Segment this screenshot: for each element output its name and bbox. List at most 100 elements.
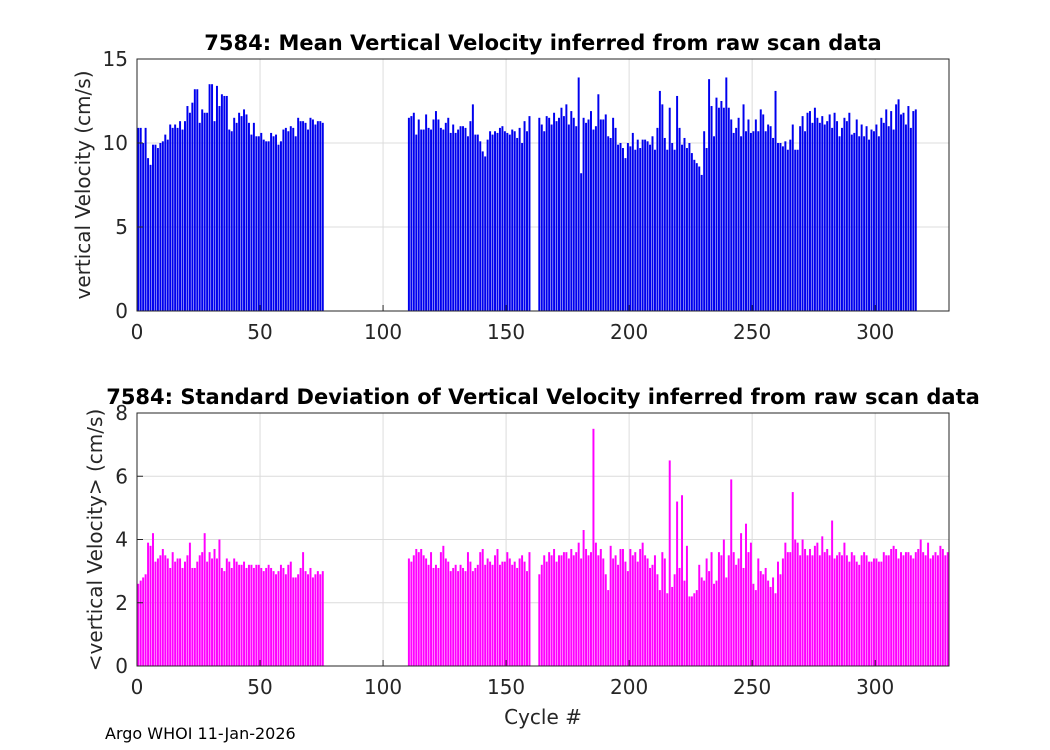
std-velocity-bar bbox=[555, 561, 558, 666]
std-velocity-bar bbox=[284, 574, 287, 666]
mean-velocity-bar bbox=[422, 129, 425, 311]
mean-velocity-axes-box bbox=[136, 58, 950, 312]
mean-velocity-bar bbox=[727, 107, 730, 311]
mean-velocity-bar bbox=[427, 127, 430, 311]
std-velocity-bar bbox=[444, 558, 447, 666]
mean-velocity-bar bbox=[553, 112, 556, 311]
std-velocity-bar bbox=[228, 561, 231, 666]
mean-velocity-bar bbox=[206, 112, 209, 311]
std-velocity-bar bbox=[427, 564, 430, 666]
mean-velocity-bar bbox=[462, 126, 465, 311]
mean-velocity-bar bbox=[562, 116, 565, 312]
std-velocity-bar bbox=[777, 561, 779, 666]
mean-velocity-bar bbox=[774, 90, 777, 311]
std-velocity-bar bbox=[914, 552, 917, 666]
std-velocity-bar bbox=[752, 583, 755, 666]
mean-velocity-bar bbox=[582, 117, 585, 311]
std-velocity-bar bbox=[666, 593, 669, 666]
std-velocity-bar bbox=[498, 564, 501, 666]
mean-velocity-bar bbox=[912, 111, 915, 311]
std-velocity-bar bbox=[892, 545, 895, 666]
std-velocity-bar bbox=[614, 555, 617, 666]
std-velocity-bar bbox=[543, 555, 546, 666]
mean-velocity-bar bbox=[594, 126, 597, 311]
std-velocity-bar bbox=[619, 548, 622, 666]
std-velocity-bar bbox=[789, 552, 792, 666]
mean-velocity-bar bbox=[183, 121, 186, 311]
std-velocity-bar bbox=[206, 561, 209, 666]
mean-velocity-bar bbox=[587, 119, 590, 311]
std-velocity-bar bbox=[302, 552, 305, 666]
std-velocity-bar bbox=[307, 574, 309, 666]
std-velocity-bar bbox=[705, 558, 708, 666]
std-velocity-bar bbox=[243, 561, 246, 666]
mean-velocity-bar bbox=[658, 90, 661, 311]
mean-velocity-bar bbox=[649, 144, 652, 311]
std-velocity-bar bbox=[885, 555, 888, 666]
mean-velocity-bar bbox=[284, 127, 287, 311]
mean-velocity-title: 7584: Mean Vertical Velocity inferred fr… bbox=[204, 31, 881, 55]
mean-velocity-bar bbox=[508, 134, 511, 311]
mean-velocity-bar bbox=[678, 127, 681, 311]
std-velocity-bar bbox=[624, 561, 627, 666]
mean-velocity-bar bbox=[307, 129, 309, 311]
std-velocity-bar bbox=[245, 567, 248, 666]
mean-velocity-bar bbox=[676, 95, 679, 312]
mean-velocity-bar bbox=[843, 117, 846, 311]
mean-velocity-bar bbox=[722, 107, 725, 311]
mean-velocity-ytick-label: 5 bbox=[115, 215, 128, 239]
std-velocity-bar bbox=[240, 564, 243, 666]
std-velocity-bar bbox=[191, 567, 194, 666]
std-velocity-bar bbox=[909, 555, 912, 666]
mean-velocity-bar bbox=[526, 131, 528, 311]
mean-velocity-chart: 0 50 100 150 200 250 300 0 5 10 15 7584: Mean Vert… bbox=[71, 31, 950, 344]
mean-velocity-bar bbox=[745, 131, 747, 311]
mean-velocity-bar bbox=[836, 121, 839, 311]
std-velocity-bar bbox=[156, 558, 159, 666]
mean-velocity-bar bbox=[604, 114, 607, 311]
std-velocity-bar bbox=[230, 567, 233, 666]
mean-velocity-bar bbox=[681, 144, 684, 311]
mean-velocity-bar bbox=[853, 132, 856, 311]
mean-velocity-bar bbox=[619, 143, 622, 311]
mean-velocity-bar bbox=[804, 131, 807, 311]
std-velocity-bar bbox=[922, 552, 925, 666]
mean-velocity-bar bbox=[481, 151, 484, 311]
mean-velocity-bar bbox=[415, 134, 418, 311]
mean-velocity-bar bbox=[144, 127, 147, 311]
std-velocity-bar bbox=[223, 571, 226, 666]
std-velocity-bar bbox=[693, 593, 696, 666]
std-velocity-bar bbox=[737, 558, 740, 666]
std-velocity-bar bbox=[471, 571, 474, 666]
std-velocity-bar bbox=[439, 552, 442, 666]
std-velocity-bar bbox=[808, 548, 811, 666]
std-velocity-bar bbox=[454, 564, 457, 666]
std-velocity-bar bbox=[912, 558, 915, 666]
std-velocity-bar bbox=[449, 571, 452, 666]
mean-velocity-bar bbox=[653, 149, 656, 311]
std-velocity-bar bbox=[516, 567, 519, 666]
std-velocity-bar bbox=[649, 567, 652, 666]
std-velocity-bar bbox=[774, 593, 777, 666]
std-velocity-bar bbox=[781, 558, 784, 666]
mean-velocity-bar bbox=[523, 121, 526, 311]
mean-velocity-bar bbox=[572, 117, 575, 311]
mean-velocity-bar bbox=[407, 117, 410, 311]
mean-velocity-bar bbox=[840, 127, 843, 311]
mean-velocity-bar bbox=[683, 137, 686, 311]
std-velocity-bar bbox=[836, 555, 839, 666]
mean-velocity-bar bbox=[828, 114, 831, 311]
std-velocity-bar bbox=[523, 561, 526, 666]
mean-velocity-bar bbox=[791, 124, 794, 312]
std-velocity-bar bbox=[149, 545, 152, 666]
std-velocity-bar bbox=[545, 561, 548, 666]
std-velocity-bar bbox=[265, 567, 268, 666]
mean-velocity-bar bbox=[858, 136, 861, 311]
mean-velocity-bar bbox=[479, 141, 482, 311]
std-velocity-bar bbox=[639, 548, 642, 666]
mean-velocity-bar bbox=[668, 107, 671, 311]
std-velocity-bar bbox=[215, 558, 218, 666]
mean-velocity-bar bbox=[538, 117, 541, 311]
mean-velocity-xtick-label: 0 bbox=[131, 320, 144, 344]
mean-velocity-bar bbox=[161, 141, 164, 311]
